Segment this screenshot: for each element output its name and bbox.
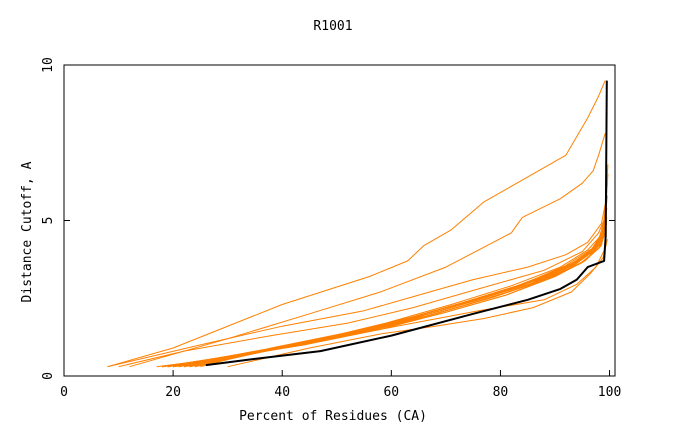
series-line-reference	[205, 80, 608, 367]
y-axis-ticks: 0 5 10	[41, 57, 615, 380]
plot-area	[107, 80, 609, 368]
plot-frame	[63, 64, 616, 377]
series-line-model-9	[183, 229, 606, 368]
x-tick-label: 80	[493, 385, 509, 400]
series-line-model-8	[167, 220, 608, 368]
series-line-model-2	[129, 133, 606, 368]
x-tick-label: 20	[165, 385, 181, 400]
y-axis-label: Distance Cutoff, A	[20, 161, 35, 302]
y-tick-label: 10	[41, 57, 56, 73]
x-axis-label: Percent of Residues (CA)	[239, 409, 427, 424]
x-tick-label: 40	[274, 385, 290, 400]
series-line-model-17	[173, 208, 608, 368]
chart-title: R1001	[313, 19, 352, 34]
series-line-model-20	[189, 226, 607, 368]
series-line-model-3	[107, 201, 607, 368]
y-tick-label: 0	[41, 372, 56, 380]
series-line-model-16	[194, 211, 607, 368]
x-tick-label: 60	[383, 385, 399, 400]
series-line-model-5	[162, 217, 608, 368]
series-line-model-1	[107, 80, 606, 368]
series-line-model-13	[156, 232, 607, 368]
series-line-model-24	[194, 248, 606, 368]
series-line-model-7	[178, 164, 609, 368]
x-tick-label: 100	[598, 385, 621, 400]
series-line-model-6	[173, 183, 608, 368]
x-tick-label: 0	[60, 385, 68, 400]
series-line-model-4	[118, 214, 607, 368]
series-line-model-21	[200, 223, 608, 368]
y-tick-label: 5	[41, 217, 56, 225]
x-axis-ticks: 0 20 40 60 80 100	[60, 370, 621, 400]
